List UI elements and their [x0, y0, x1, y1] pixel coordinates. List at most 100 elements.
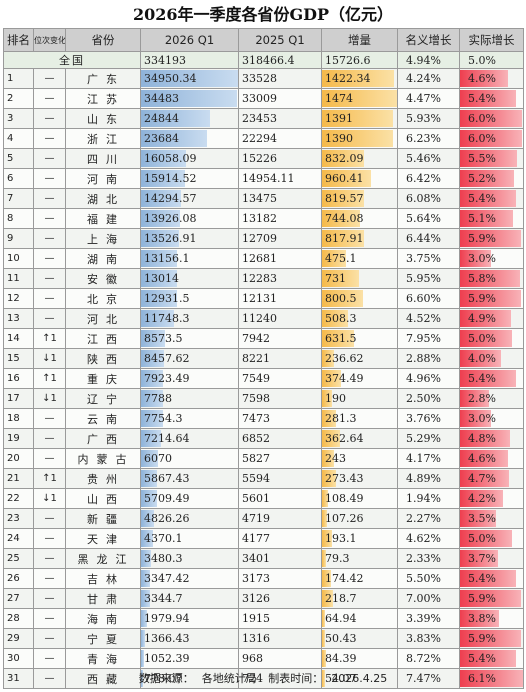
cell-increase-bar: [322, 370, 342, 387]
cell-rank-change: —: [33, 548, 66, 569]
table-row: 26— 吉林 3347.42 3173 174.42 5.50% 5.4%: [3, 568, 524, 589]
cell-real-growth: 4.8%: [459, 428, 524, 449]
table-row: 16 ↑1 重庆 7923.49 7549 374.49 4.96% 5.4%: [3, 368, 524, 389]
cell-q1-2026-bar: [141, 110, 210, 127]
total-row: 全国 334193 318466.4 15726.6 4.94% 5.0%: [3, 51, 524, 69]
cell-real-growth: 5.4%: [459, 188, 524, 209]
cell-rank-change: ↓1: [33, 348, 66, 369]
cell-real-growth-text: 5.4%: [468, 372, 496, 385]
cell-q1-2026-bar: [141, 430, 161, 447]
cell-rank-change: —: [33, 508, 66, 529]
table-row: 5— 四川 16058.09 15226 832.09 5.46% 5.5%: [3, 148, 524, 169]
cell-nominal-growth: 2.27%: [397, 508, 460, 529]
cell-increase: 281.3: [321, 408, 398, 429]
cell-real-growth-bar: [460, 610, 500, 627]
table-row: 15 ↓1 陕西 8457.62 8221 236.62 2.88% 4.0%: [3, 348, 524, 369]
cell-increase: 374.49: [321, 368, 398, 389]
cell-increase-bar: [322, 130, 393, 147]
cell-q1-2026-text: 5709.49: [144, 492, 190, 505]
cell-real-growth-text: 5.4%: [468, 652, 496, 665]
cell-real-growth-text: 5.9%: [468, 292, 496, 305]
cell-increase: 79.3: [321, 548, 398, 569]
table-row: 2— 江苏 34483 33009 1474 4.47% 5.4%: [3, 88, 524, 109]
table-row: 8— 福建 13926.08 13182 744.08 5.64% 5.1%: [3, 208, 524, 229]
cell-rank: 13: [3, 308, 34, 329]
cell-nominal-growth: 6.60%: [397, 288, 460, 309]
cell-nominal-growth: 5.50%: [397, 568, 460, 589]
cell-real-growth-bar: [460, 590, 521, 607]
cell-nominal-growth: 4.24%: [397, 68, 460, 89]
cell-increase-bar: [322, 410, 337, 427]
cell-q1-2026-bar: [141, 390, 163, 407]
cell-q1-2026: 13526.91: [140, 228, 239, 249]
cell-q1-2026-text: 34483: [144, 92, 179, 105]
cell-rank-change: —: [33, 608, 66, 629]
cell-real-growth: 4.7%: [459, 468, 524, 489]
cell-real-growth-bar: [460, 450, 508, 467]
cell-rank: 17: [3, 388, 34, 409]
cell-increase: 1390: [321, 128, 398, 149]
cell-q1-2026-text: 7214.64: [144, 432, 190, 445]
cell-increase-bar: [322, 90, 397, 107]
cell-real-growth-bar: [460, 670, 523, 687]
cell-q1-2026-text: 23684: [144, 132, 179, 145]
cell-q1-2026-text: 24844: [144, 112, 179, 125]
cell-increase-text: 64.94: [325, 612, 357, 625]
cell-real-growth: 4.6%: [459, 448, 524, 469]
cell-real-growth-text: 6.0%: [468, 132, 496, 145]
header-nominal-growth: 名义增长: [397, 28, 460, 52]
cell-rank: 4: [3, 128, 34, 149]
cell-q1-2025: 5594: [238, 468, 322, 489]
cell-increase-text: 508.3: [325, 312, 357, 325]
cell-province: 广东: [65, 68, 141, 89]
cell-increase-bar: [322, 270, 360, 287]
cell-nominal-growth: 2.88%: [397, 348, 460, 369]
cell-q1-2026-text: 14294.57: [144, 192, 197, 205]
table-row: 6— 河南 15914.52 14954.11 960.41 6.42% 5.2%: [3, 168, 524, 189]
cell-rank: 9: [3, 228, 34, 249]
cell-real-growth-bar: [460, 130, 522, 147]
cell-increase-bar: [322, 450, 335, 467]
cell-q1-2026-bar: [141, 650, 144, 667]
cell-q1-2026: 34483: [140, 88, 239, 109]
cell-increase-text: 819.57: [325, 192, 364, 205]
cell-q1-2026: 14294.57: [140, 188, 239, 209]
cell-increase-bar: [322, 470, 336, 487]
cell-province: 甘肃: [65, 588, 141, 609]
cell-real-growth-bar: [460, 150, 517, 167]
cell-increase-text: 108.49: [325, 492, 364, 505]
cell-increase: 631.5: [321, 328, 398, 349]
cell-q1-2026-bar: [141, 610, 147, 627]
cell-q1-2026-text: 13156.1: [144, 252, 190, 265]
cell-rank: 22: [3, 488, 34, 509]
cell-q1-2026: 7788: [140, 388, 239, 409]
cell-q1-2026-text: 13014: [144, 272, 179, 285]
cell-rank: 18: [3, 408, 34, 429]
header-q1-2026: 2026 Q1: [140, 28, 239, 52]
cell-increase-text: 744.08: [325, 212, 364, 225]
cell-province: 浙江: [65, 128, 141, 149]
cell-province: 山东: [65, 108, 141, 129]
cell-real-growth: 6.0%: [459, 128, 524, 149]
cell-real-growth: 5.4%: [459, 368, 524, 389]
cell-province: 湖北: [65, 188, 141, 209]
cell-real-growth: 3.0%: [459, 248, 524, 269]
cell-rank: 28: [3, 608, 34, 629]
cell-q1-2026-text: 1979.94: [144, 612, 190, 625]
cell-province: 北京: [65, 288, 141, 309]
cell-q1-2026: 34950.34: [140, 68, 239, 89]
cell-real-growth: 5.9%: [459, 588, 524, 609]
cell-q1-2025: 15226: [238, 148, 322, 169]
cell-real-growth-bar: [460, 630, 521, 647]
cell-q1-2026-bar: [141, 350, 165, 367]
cell-q1-2026-bar: [141, 490, 157, 507]
cell-real-growth-text: 5.9%: [468, 592, 496, 605]
cell-province: 山西: [65, 488, 141, 509]
cell-real-growth-text: 5.4%: [468, 92, 496, 105]
cell-q1-2026-bar: [141, 510, 155, 527]
cell-increase-bar: [322, 150, 365, 167]
cell-q1-2026: 1979.94: [140, 608, 239, 629]
cell-q1-2025: 3401: [238, 548, 322, 569]
table-row: 24— 天津 4370.1 4177 193.1 4.62% 5.0%: [3, 528, 524, 549]
cell-rank: 30: [3, 648, 34, 669]
